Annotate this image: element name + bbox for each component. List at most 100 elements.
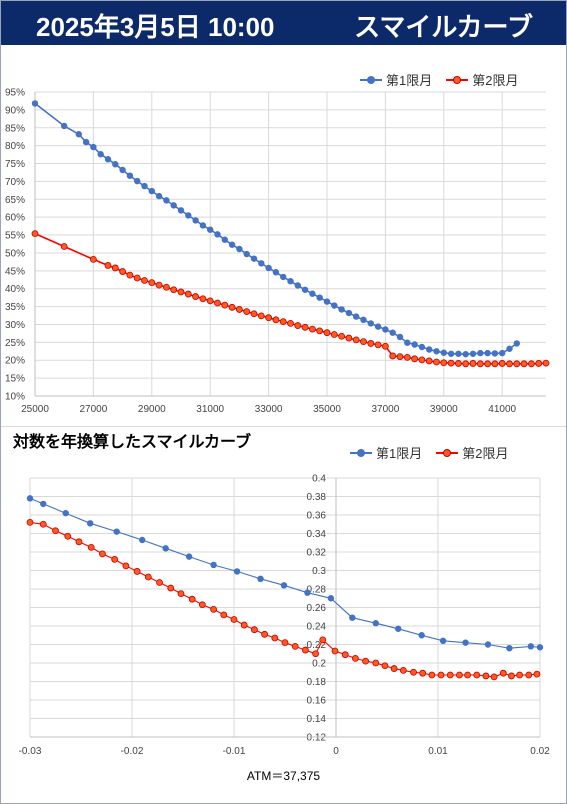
chart2-series2-point [198,601,206,609]
chart1-series1-point [155,192,163,200]
chart2-ytick-label: 0.16 [307,696,327,707]
chart2-series2-point [64,532,72,540]
chart2-series2-point [351,654,359,662]
chart1-series1-point [221,236,228,243]
chart1-series2-point [498,360,506,367]
chart1-series2-point [316,327,324,335]
chart2-legend: 第1限月 第2限月 [336,443,508,462]
chart1-series2-point [177,288,185,296]
chart2-series1-point [395,625,402,632]
chart1-series2-point [491,360,499,368]
chart1-series2-point [506,360,513,368]
chart1-series2-point [396,353,404,361]
chart1-series2-point [338,332,346,340]
chart2-series1-point [210,561,217,569]
chart1-series1-point [506,345,513,352]
chart1-series2-point [206,297,214,305]
chart2-series2-point [533,670,541,678]
chart1-series1-point [250,255,258,262]
chart2-series1-point [327,595,335,602]
chart2-series1-point [257,575,264,583]
chart1-xtick-label: 37000 [371,404,399,415]
chart1-xtick-label: 27000 [79,404,107,415]
chart1-series2-point [308,325,316,333]
legend2-label-series2: 第2限月 [462,446,509,461]
chart1-xtick-label: 31000 [196,404,224,415]
chart2-series2-point [210,605,218,613]
chart2-ytick-label: 0.22 [307,640,327,651]
chart2-series2-point [188,595,196,603]
chart1-series1-point [484,349,491,357]
chart1-series1-point [455,350,462,357]
chart2-series2-point [75,538,83,546]
chart2-series1-point [349,614,356,621]
chart1-series1-point [301,286,309,293]
chart1-series1-point [367,320,374,327]
chart2-series2-point [111,555,119,563]
chart2-series2-point [362,657,369,665]
chart2-series2-point [428,671,436,679]
chart2-series1-point [506,645,513,652]
chart1-series2-point [133,274,141,282]
chart2-series2-point [508,672,515,680]
chart2-series2-point [446,671,454,679]
chart1-series2-point [141,277,148,284]
chart1-series2-point [381,342,389,350]
chart1-series1-point [141,182,148,190]
chart2-series2-point [39,520,47,528]
chart1-series1-point [404,339,411,346]
chart2-series2-point [341,651,349,659]
chart2-series2-point [331,647,339,655]
chart2-ytick-label: 0.12 [307,733,327,744]
chart1-ytick-label: 35% [5,302,25,313]
chart1-series2-point [184,290,192,298]
chart1-series2-point [257,312,265,320]
chart1-series2-point [447,359,455,367]
chart1-ytick-label: 55% [5,231,25,242]
chart1-series2-point [119,268,126,275]
chart2-series2-point [250,626,258,634]
chart1-series1-point [294,282,301,289]
chart1-series2-point [418,356,426,364]
chart1-xtick-label: 35000 [313,404,341,415]
chart1-xtick-label: 33000 [255,404,283,415]
chart2-series2-point [220,611,228,619]
chart1-series1-point [134,177,141,185]
chart2-series2-point [456,671,463,679]
chart2-xtick-label: 0.01 [428,746,448,757]
chart2-series2-point [372,659,380,667]
chart1-series1-point [243,250,250,258]
chart1-plot: 10% 15% 20% 25% 30% 35% 40% 45% 50% 55% 60% 65% 70% 7… [5,88,550,415]
chart1-series1-point [374,323,382,330]
chart2-series2-point [99,550,106,558]
chart2-series1-point [418,632,425,639]
legend2-label-series1: 第1限月 [376,446,423,461]
chart2-ytick-label: 0.18 [307,677,327,688]
chart2-series2-point [122,562,130,570]
chart2-series1-point [527,643,535,650]
header-title: スマイルカーブ [354,12,533,42]
chart2-series2-point [312,650,320,658]
chart1-series2-point [433,358,440,366]
chart2-series1-point [484,641,492,648]
chart1-series1-point [331,302,338,309]
legend-item-series1: 第1限月 [360,70,432,89]
chart1-series1-point [353,313,360,320]
chart1-ytick-label: 95% [5,88,25,99]
chart1-series2-point [148,279,156,287]
chart2-ytick-label: 0.4 [312,474,326,485]
chart1-series2-point [513,360,521,368]
chart1-series2-point [265,314,273,322]
chart1-series2-point [367,340,375,347]
chart2-series2-point [473,671,481,679]
chart1-series1-point [265,264,272,272]
chart2-series1-point [40,500,47,508]
chart1-series1-point [477,349,484,357]
chart1-series2-point [60,243,68,250]
chart1-xtick-label: 25000 [21,404,49,415]
chart1-series1-point [469,350,477,357]
chart1-series1-point [345,309,353,317]
chart1-series1-point [112,161,119,168]
chart1-series1-point [411,341,418,348]
chart1-series1-point [148,187,155,195]
